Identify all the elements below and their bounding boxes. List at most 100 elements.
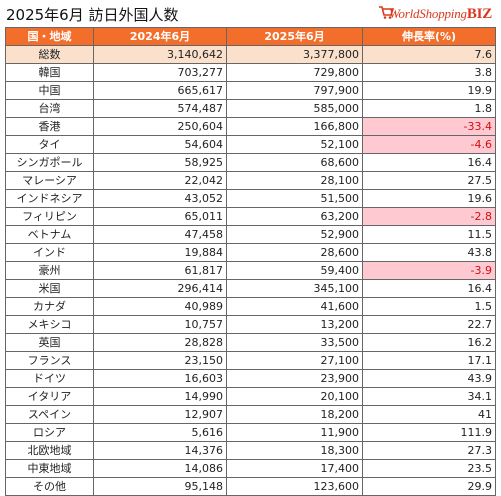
- value-2024-cell: 5,616: [93, 423, 227, 442]
- value-2024-cell: 14,376: [93, 441, 227, 460]
- value-2024-cell: 19,884: [93, 243, 227, 262]
- table-row: 台湾 574,487 585,000 1.8: [5, 99, 496, 118]
- table-row: フランス 23,150 27,100 17.1: [5, 351, 496, 370]
- growth-cell: 1.8: [362, 99, 496, 118]
- value-2025-cell: 23,900: [226, 369, 363, 388]
- table-row: インド 19,884 28,600 43.8: [5, 243, 496, 262]
- worldshopping-biz-logo: WorldShoppingBIZ: [378, 3, 496, 27]
- growth-cell: 1.5: [362, 297, 496, 316]
- header-growth: 伸長率(%): [362, 27, 496, 46]
- growth-cell: -4.6: [362, 135, 496, 154]
- country-cell: シンガポール: [5, 153, 94, 172]
- table-row: マレーシア 22,042 28,100 27.5: [5, 171, 496, 190]
- value-2025-cell: 20,100: [226, 387, 363, 406]
- value-2025-cell: 33,500: [226, 333, 363, 352]
- value-2024-cell: 54,604: [93, 135, 227, 154]
- value-2025-cell: 123,600: [226, 477, 363, 496]
- logo-text-accent: BIZ: [466, 6, 493, 22]
- value-2025-cell: 17,400: [226, 459, 363, 478]
- table-row: 米国 296,414 345,100 16.4: [5, 279, 496, 298]
- table-row: 北欧地域 14,376 18,300 27.3: [5, 441, 496, 460]
- table-row: メキシコ 10,757 13,200 22.7: [5, 315, 496, 334]
- growth-cell: 16.2: [362, 333, 496, 352]
- value-2025-cell: 51,500: [226, 189, 363, 208]
- table-row: 韓国 703,277 729,800 3.8: [5, 63, 496, 82]
- value-2024-cell: 95,148: [93, 477, 227, 496]
- value-2025-cell: 797,900: [226, 81, 363, 100]
- value-2024-cell: 47,458: [93, 225, 227, 244]
- value-2025-cell: 27,100: [226, 351, 363, 370]
- header-2025: 2025年6月: [226, 27, 363, 46]
- value-2025-cell: 166,800: [226, 117, 363, 136]
- value-2025-cell: 28,600: [226, 243, 363, 262]
- value-2024-cell: 23,150: [93, 351, 227, 370]
- growth-cell: 11.5: [362, 225, 496, 244]
- value-2025-cell: 28,100: [226, 171, 363, 190]
- value-2024-cell: 14,086: [93, 459, 227, 478]
- value-2025-cell: 63,200: [226, 207, 363, 226]
- value-2025-cell: 729,800: [226, 63, 363, 82]
- visitor-table: 国・地域 2024年6月 2025年6月 伸長率(%) 総数 3,140,642 3…: [5, 27, 496, 496]
- value-2024-cell: 10,757: [93, 315, 227, 334]
- value-2025-cell: 18,200: [226, 405, 363, 424]
- value-2024-cell: 703,277: [93, 63, 227, 82]
- table-row: 中国 665,617 797,900 19.9: [5, 81, 496, 100]
- page-title: 2025年6月 訪日外国人数: [6, 6, 179, 24]
- country-cell: スペイン: [5, 405, 94, 424]
- value-2025-cell: 13,200: [226, 315, 363, 334]
- growth-cell: 3.8: [362, 63, 496, 82]
- country-cell: 米国: [5, 279, 94, 298]
- table-row: ドイツ 16,603 23,900 43.9: [5, 369, 496, 388]
- value-2024-cell: 665,617: [93, 81, 227, 100]
- value-2025-cell: 41,600: [226, 297, 363, 316]
- growth-cell: 16.4: [362, 279, 496, 298]
- growth-cell: 17.1: [362, 351, 496, 370]
- country-cell: ドイツ: [5, 369, 94, 388]
- growth-cell: -3.9: [362, 261, 496, 280]
- growth-cell: 27.3: [362, 441, 496, 460]
- value-2024-cell: 574,487: [93, 99, 227, 118]
- growth-cell: 19.9: [362, 81, 496, 100]
- value-2024-cell: 3,140,642: [93, 45, 227, 64]
- country-cell: ベトナム: [5, 225, 94, 244]
- country-cell: イタリア: [5, 387, 94, 406]
- table-row: 中東地域 14,086 17,400 23.5: [5, 459, 496, 478]
- table-row: フィリピン 65,011 63,200 -2.8: [5, 207, 496, 226]
- country-cell: 台湾: [5, 99, 94, 118]
- value-2024-cell: 250,604: [93, 117, 227, 136]
- country-cell: マレーシア: [5, 171, 94, 190]
- country-cell: ロシア: [5, 423, 94, 442]
- value-2024-cell: 43,052: [93, 189, 227, 208]
- country-cell: 韓国: [5, 63, 94, 82]
- growth-cell: 27.5: [362, 171, 496, 190]
- table-row: ロシア 5,616 11,900 111.9: [5, 423, 496, 442]
- growth-cell: -2.8: [362, 207, 496, 226]
- table-row: 英国 28,828 33,500 16.2: [5, 333, 496, 352]
- value-2024-cell: 22,042: [93, 171, 227, 190]
- country-cell: 香港: [5, 117, 94, 136]
- table-row: イタリア 14,990 20,100 34.1: [5, 387, 496, 406]
- value-2024-cell: 14,990: [93, 387, 227, 406]
- country-cell: インド: [5, 243, 94, 262]
- country-cell: 英国: [5, 333, 94, 352]
- value-2025-cell: 585,000: [226, 99, 363, 118]
- growth-cell: 111.9: [362, 423, 496, 442]
- country-cell: 中国: [5, 81, 94, 100]
- growth-cell: 29.9: [362, 477, 496, 496]
- header-2024: 2024年6月: [93, 27, 227, 46]
- value-2024-cell: 40,989: [93, 297, 227, 316]
- value-2025-cell: 18,300: [226, 441, 363, 460]
- value-2025-cell: 52,900: [226, 225, 363, 244]
- table-row: タイ 54,604 52,100 -4.6: [5, 135, 496, 154]
- growth-cell: 19.6: [362, 189, 496, 208]
- growth-cell: 43.9: [362, 369, 496, 388]
- header-country: 国・地域: [5, 27, 94, 46]
- value-2025-cell: 52,100: [226, 135, 363, 154]
- table-row: スペイン 12,907 18,200 41: [5, 405, 496, 424]
- growth-cell: 7.6: [362, 45, 496, 64]
- growth-cell: -33.4: [362, 117, 496, 136]
- value-2025-cell: 3,377,800: [226, 45, 363, 64]
- table-row: 香港 250,604 166,800 -33.4: [5, 117, 496, 136]
- country-cell: 総数: [5, 45, 94, 64]
- country-cell: タイ: [5, 135, 94, 154]
